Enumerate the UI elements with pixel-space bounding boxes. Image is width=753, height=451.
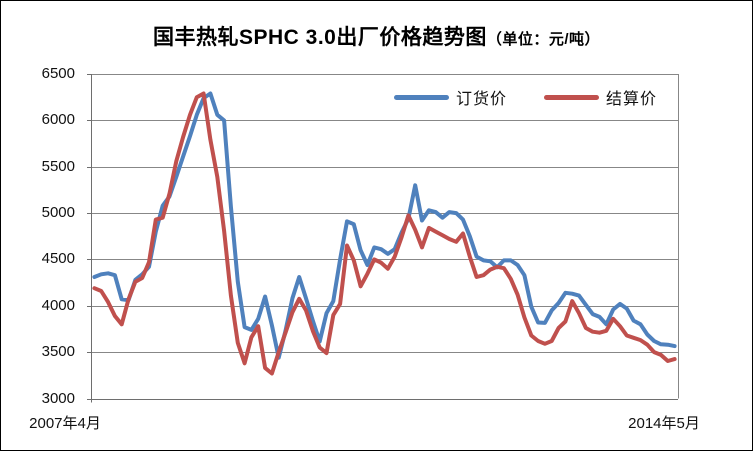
legend-label-settlement-price: 结算价 — [606, 91, 658, 108]
chart-title-main: 国丰热轧SPHC 3.0出厂价格趋势图 — [152, 26, 487, 49]
legend-label-order-price: 订货价 — [456, 91, 508, 108]
series-line-settlement-price — [92, 91, 677, 376]
y-axis-tick-label: 5000 — [41, 204, 75, 222]
y-axis-tick-label: 6500 — [41, 65, 75, 82]
y-axis-tick-label: 5500 — [41, 157, 75, 175]
legend-line-order-price — [394, 94, 449, 100]
legend-item-settlement-price: 结算价 — [544, 87, 658, 108]
y-axis-tick-label: 4000 — [41, 296, 75, 314]
legend-item-order-price: 订货价 — [394, 87, 508, 108]
y-axis-tick-label: 4500 — [41, 250, 75, 268]
y-axis-tick-label: 6000 — [41, 111, 75, 129]
chart-title-unit: （单位：元/吨） — [486, 31, 601, 48]
x-axis-label-end: 2014年5月 — [628, 415, 700, 432]
y-axis-tick-label: 3500 — [41, 343, 75, 361]
series-line-order-price — [92, 91, 677, 360]
chart-title: 国丰热轧SPHC 3.0出厂价格趋势图（单位：元/吨） — [1, 21, 752, 51]
y-axis-tick-label: 3000 — [41, 389, 75, 407]
legend-line-settlement-price — [544, 94, 599, 100]
x-axis-label-start: 2007年4月 — [29, 415, 101, 432]
